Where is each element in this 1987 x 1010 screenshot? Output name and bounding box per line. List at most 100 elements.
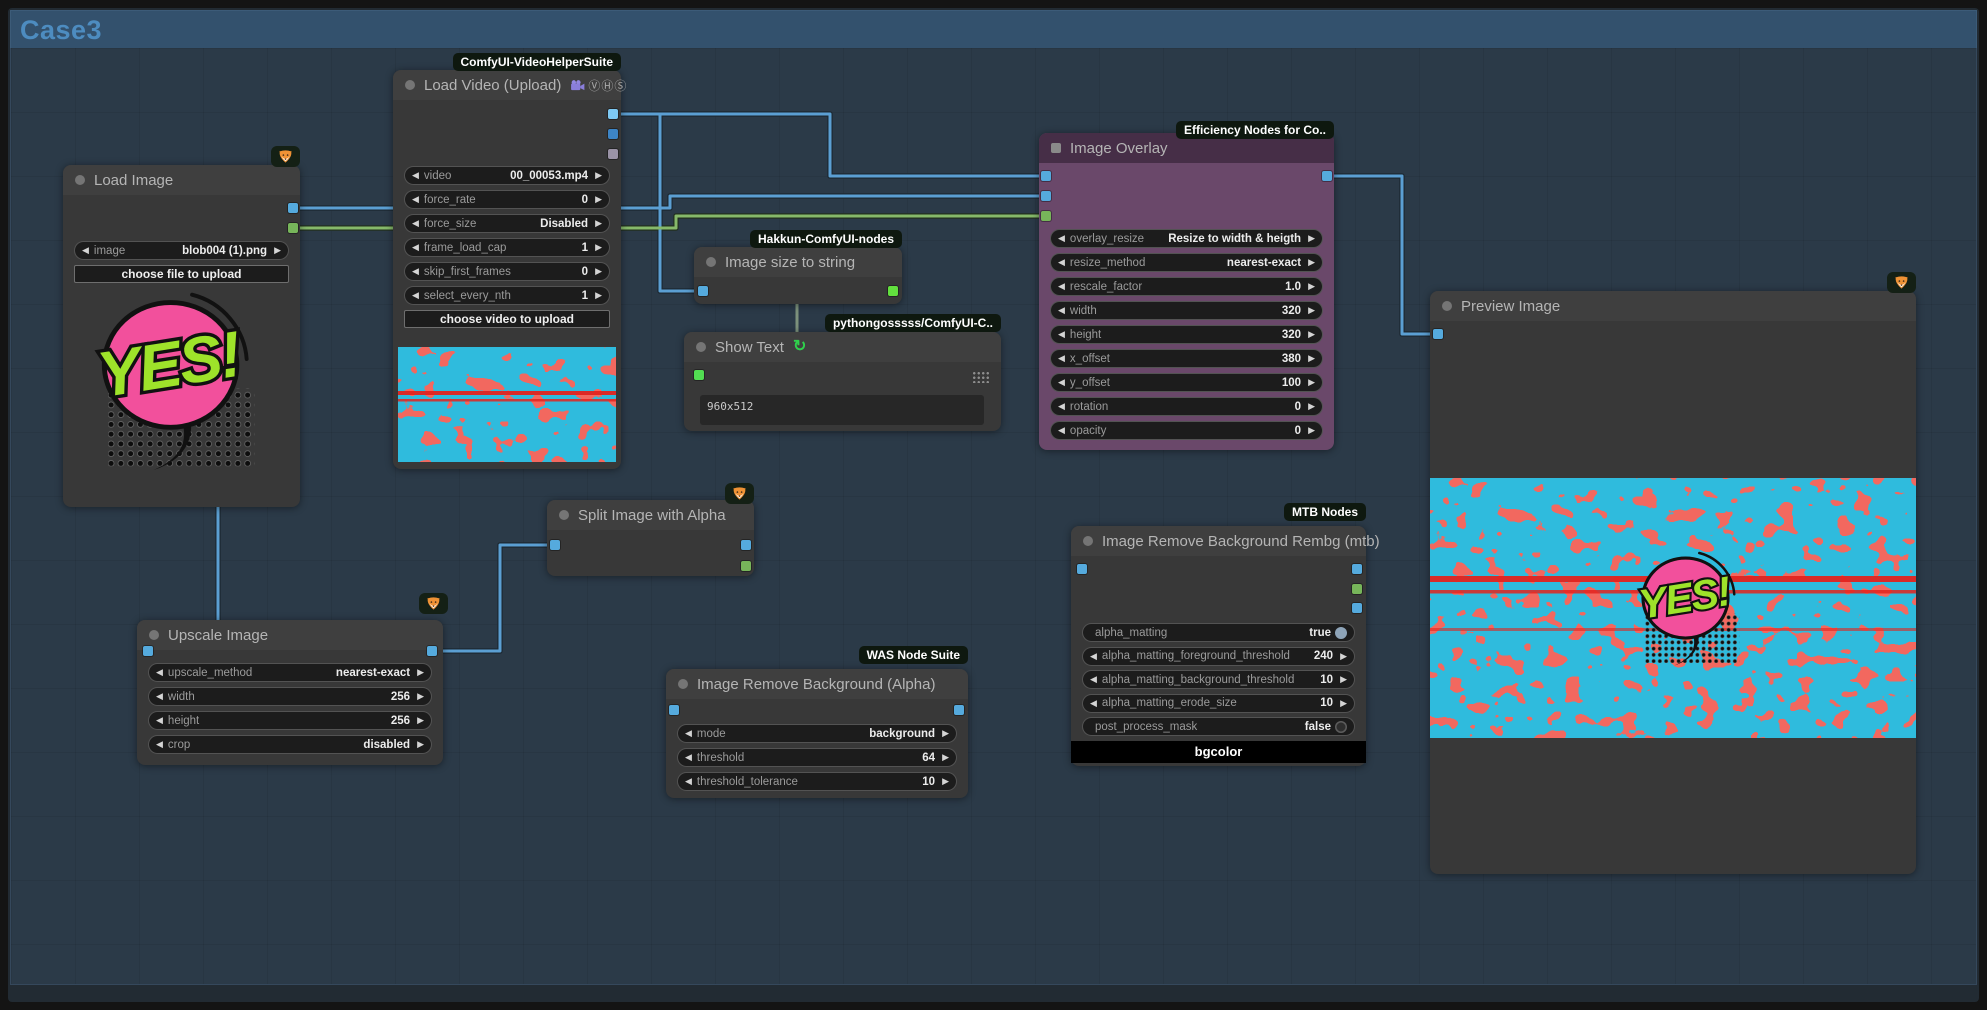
port-overlay-image-input[interactable] [1041,191,1051,201]
collapse-square-icon[interactable] [1051,143,1061,153]
group-header-bar[interactable]: Case3 [10,10,1977,48]
increment-arrow-icon[interactable]: ▶ [1340,697,1347,708]
port-image-input[interactable] [1077,564,1087,574]
decrement-arrow-icon[interactable]: ◀ [685,728,692,738]
node-preview-image-titlebar[interactable]: Preview Image [1430,291,1916,321]
decrement-arrow-icon[interactable]: ◀ [156,691,163,701]
increment-arrow-icon[interactable]: ▶ [1308,377,1315,387]
node-split-image-with-alpha[interactable]: Split Image with Alpha [547,483,754,576]
widget-threshold_tolerance[interactable]: ◀ threshold_tolerance 10 ▶ [677,772,957,791]
node-show-text[interactable]: pythongosssss/ComfyUI-C.. Show Text ↻ 96… [684,314,1001,431]
node-was-remove-bg-titlebar[interactable]: Image Remove Background (Alpha) [666,669,968,699]
increment-arrow-icon[interactable]: ▶ [595,242,602,252]
decrement-arrow-icon[interactable]: ◀ [1058,353,1065,363]
decrement-arrow-icon[interactable]: ◀ [412,170,419,180]
toggle-dot[interactable] [1335,626,1347,639]
widget-frame_load_cap[interactable]: ◀ frame_load_cap 1 ▶ [404,238,610,257]
port-images-input[interactable] [1433,329,1443,339]
increment-arrow-icon[interactable]: ▶ [1308,233,1315,243]
node-mtb-remove-bg-titlebar[interactable]: Image Remove Background Rembg (mtb) [1071,526,1380,556]
node-upscale-image[interactable]: Upscale Image ◀ upscale_method nearest-exa… [137,593,448,765]
widget-alpha_matting_foreground_threshold[interactable]: ◀ alpha_matting_foreground_threshold 240 ▶ [1082,646,1355,666]
decrement-arrow-icon[interactable]: ◀ [1058,401,1065,411]
node-upscale-image-titlebar[interactable]: Upscale Image [137,620,443,650]
increment-arrow-icon[interactable]: ▶ [942,776,949,786]
widget-select_every_nth[interactable]: ◀ select_every_nth 1 ▶ [404,286,610,305]
decrement-arrow-icon[interactable]: ◀ [1058,425,1065,435]
widget-image[interactable]: ◀ image blob004 (1).png ▶ [74,241,289,260]
collapse-dot-icon[interactable] [1083,536,1093,546]
decrement-arrow-icon[interactable]: ◀ [1058,329,1065,339]
collapse-dot-icon[interactable] [405,80,415,90]
widget-toggle-alpha_matting[interactable]: alpha_matting true [1082,623,1355,642]
increment-arrow-icon[interactable]: ▶ [1308,257,1315,267]
port-string-output[interactable] [888,286,898,296]
collapse-dot-icon[interactable] [1442,301,1452,311]
node-load-image-titlebar[interactable]: Load Image [63,165,300,195]
widget-rescale_factor[interactable]: ◀ rescale_factor 1.0 ▶ [1050,277,1323,296]
increment-arrow-icon[interactable]: ▶ [595,290,602,300]
decrement-arrow-icon[interactable]: ◀ [156,667,163,677]
port-mask-output[interactable] [288,223,298,233]
increment-arrow-icon[interactable]: ▶ [1340,650,1347,661]
increment-arrow-icon[interactable]: ▶ [1308,281,1315,291]
port-images-output[interactable] [954,705,964,715]
node-load-video-titlebar[interactable]: Load Video (Upload) ⓋⒽⓈ [393,70,626,100]
port-optional-mask-input[interactable] [1041,211,1051,221]
increment-arrow-icon[interactable]: ▶ [1308,329,1315,339]
resize-grip-icon[interactable] [972,371,989,383]
increment-arrow-icon[interactable]: ▶ [417,715,424,725]
widget-alpha_matting_background_threshold[interactable]: ◀ alpha_matting_background_threshold 10 ▶ [1082,670,1355,689]
widget-skip_first_frames[interactable]: ◀ skip_first_frames 0 ▶ [404,262,610,281]
widget-height[interactable]: ◀ height 256 ▶ [148,711,432,730]
node-show-text-titlebar[interactable]: Show Text ↻ [684,332,1001,362]
node-was-remove-background[interactable]: WAS Node Suite Image Remove Background (… [666,646,968,798]
decrement-arrow-icon[interactable]: ◀ [1058,305,1065,315]
widget-button-choose-video-to-upload[interactable]: choose video to upload [404,310,610,328]
port-audio-output[interactable] [608,149,618,159]
increment-arrow-icon[interactable]: ▶ [1308,353,1315,363]
widget-crop[interactable]: ◀ crop disabled ▶ [148,735,432,754]
node-image-size-to-string[interactable]: Hakkun-ComfyUI-nodes Image size to strin… [694,230,902,304]
decrement-arrow-icon[interactable]: ◀ [1090,650,1097,661]
widget-width[interactable]: ◀ width 320 ▶ [1050,301,1323,320]
collapse-dot-icon[interactable] [678,679,688,689]
port-image-input[interactable] [550,540,560,550]
decrement-arrow-icon[interactable]: ◀ [412,242,419,252]
collapse-dot-icon[interactable] [559,510,569,520]
widget-color-bgcolor[interactable]: bgcolor [1071,740,1366,763]
widget-width[interactable]: ◀ width 256 ▶ [148,687,432,706]
widget-resize_method[interactable]: ◀ resize_method nearest-exact ▶ [1050,253,1323,272]
collapse-dot-icon[interactable] [75,175,85,185]
widget-toggle-post_process_mask[interactable]: post_process_mask false [1082,717,1355,736]
node-load-image[interactable]: Load Image ◀ image blob004 (1).png ▶ choose … [63,146,300,507]
decrement-arrow-icon[interactable]: ◀ [412,290,419,300]
collapse-dot-icon[interactable] [696,342,706,352]
increment-arrow-icon[interactable]: ▶ [1308,305,1315,315]
increment-arrow-icon[interactable]: ▶ [417,691,424,701]
widget-threshold[interactable]: ◀ threshold 64 ▶ [677,748,957,767]
decrement-arrow-icon[interactable]: ◀ [1090,674,1097,684]
decrement-arrow-icon[interactable]: ◀ [156,715,163,725]
widget-video[interactable]: ◀ video 00_00053.mp4 ▶ [404,166,610,185]
port-image-output[interactable] [427,646,437,656]
port-image-output[interactable] [1322,171,1332,181]
decrement-arrow-icon[interactable]: ◀ [1058,281,1065,291]
port-base-image-input[interactable] [1041,171,1051,181]
widget-overlay_resize[interactable]: ◀ overlay_resize Resize to width & heigth ▶ [1050,229,1323,248]
node-image-size-titlebar[interactable]: Image size to string [694,247,902,277]
decrement-arrow-icon[interactable]: ◀ [412,194,419,204]
port-text-input[interactable] [694,370,704,380]
widget-force_rate[interactable]: ◀ force_rate 0 ▶ [404,190,610,209]
decrement-arrow-icon[interactable]: ◀ [412,266,419,276]
widget-force_size[interactable]: ◀ force_size Disabled ▶ [404,214,610,233]
decrement-arrow-icon[interactable]: ◀ [685,752,692,762]
collapse-dot-icon[interactable] [149,630,159,640]
widget-height[interactable]: ◀ height 320 ▶ [1050,325,1323,344]
increment-arrow-icon[interactable]: ▶ [417,739,424,749]
toggle-dot[interactable] [1335,720,1347,733]
increment-arrow-icon[interactable]: ▶ [595,194,602,204]
node-split-image-titlebar[interactable]: Split Image with Alpha [547,500,754,530]
port-images-input[interactable] [669,705,679,715]
